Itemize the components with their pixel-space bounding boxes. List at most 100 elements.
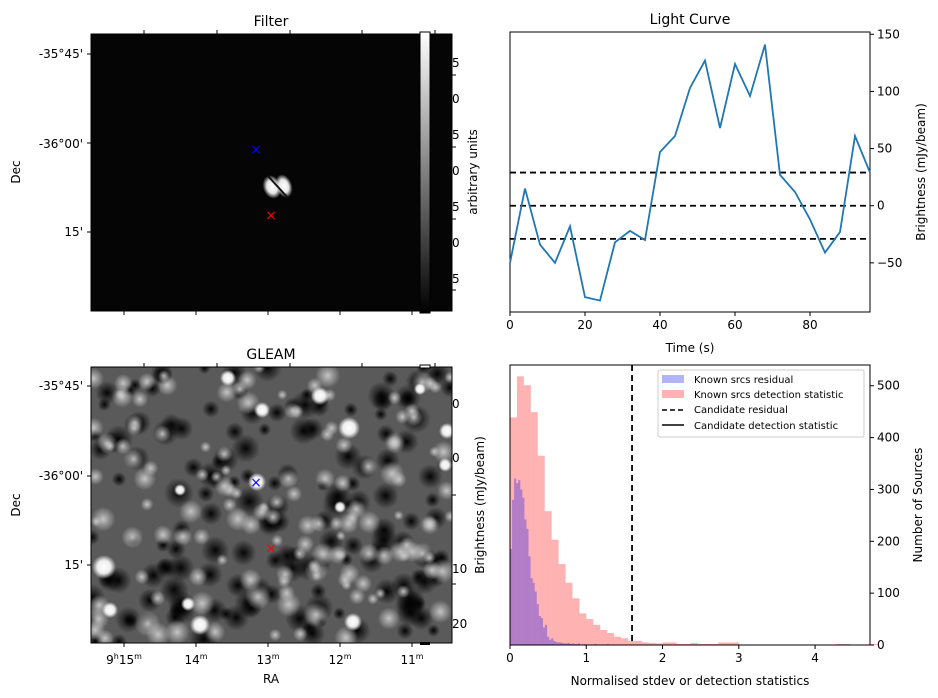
noise-blob [332, 607, 346, 620]
noise-blob [173, 527, 193, 546]
legend-label: Candidate residual [694, 405, 788, 416]
y-tick-label: 100 [877, 84, 900, 98]
detection-bar [614, 636, 622, 645]
noise-blob [354, 574, 373, 593]
noise-blob [411, 596, 427, 612]
residual-bar [514, 478, 517, 645]
noise-blob [311, 542, 335, 566]
legend-label: Known srcs residual [694, 375, 793, 386]
histogram-xlabel: Normalised stdev or detection statistics [571, 674, 810, 688]
bright-source [102, 602, 118, 618]
filter-source-gap [267, 175, 289, 199]
y-tick-label: 150 [877, 27, 900, 41]
noise-blob [138, 372, 156, 391]
noise-blob [111, 471, 127, 487]
noise-blob [426, 624, 440, 638]
noise-blob [424, 492, 441, 508]
bright-source [92, 555, 116, 579]
detection-bar [690, 642, 698, 645]
gleam-colorbar-top [419, 364, 431, 369]
x-tick-label: 40 [652, 318, 667, 332]
filter-cbar-tick: 0 [452, 236, 460, 250]
residual-bar [606, 643, 609, 645]
detection-bar [711, 643, 719, 645]
noise-blob [315, 468, 336, 489]
noise-blob [382, 370, 399, 387]
y-tick-label: −50 [877, 256, 902, 270]
noise-blob [115, 389, 126, 400]
residual-bar [549, 639, 552, 645]
gleam-cbar-tick: 10 [452, 562, 467, 576]
noise-blob [267, 403, 287, 423]
noise-blob [230, 539, 257, 566]
residual-bar [553, 640, 556, 645]
gleam-red-marker: × [265, 541, 277, 557]
filter-cbar-tick: 5 [452, 56, 460, 70]
gleam-ra-tick: 13m [256, 652, 279, 667]
noise-blob [402, 512, 421, 531]
detection-bar [655, 643, 663, 645]
noise-blob [252, 502, 272, 522]
detection-bar [870, 643, 878, 645]
noise-blob [271, 534, 284, 547]
bright-source [248, 473, 266, 491]
noise-blob [91, 468, 104, 485]
noise-blob [240, 514, 261, 535]
noise-blob [377, 607, 400, 630]
gleam-panel: GLEAM × × -35°45' -36°00' 15' Dec 9h15m … [9, 347, 487, 686]
noise-blob [121, 526, 144, 549]
noise-blob [309, 515, 327, 533]
noise-blob [216, 445, 233, 463]
noise-blob [239, 568, 262, 591]
noise-blob [293, 626, 308, 642]
noise-blob [166, 553, 195, 582]
x-tick-label: 0 [506, 651, 514, 665]
filter-cbar-tick: 0 [452, 164, 460, 178]
noise-blob [170, 416, 194, 441]
noise-blob [374, 545, 394, 566]
noise-blob [333, 474, 352, 492]
filter-cbar-tick: 0 [452, 92, 460, 106]
detection-bar [697, 643, 705, 645]
noise-blob [343, 402, 358, 417]
gleam-cbar-tick: 0 [452, 451, 460, 465]
noise-blob [189, 591, 215, 616]
noise-blob [133, 467, 157, 491]
residual-bar [575, 643, 578, 645]
detection-bar [523, 385, 531, 645]
residual-bar [569, 643, 572, 645]
bright-source [181, 597, 195, 611]
residual-bar [520, 489, 523, 645]
noise-blob [197, 485, 215, 503]
residual-bar [571, 643, 574, 645]
gleam-ylabel: Dec [9, 493, 23, 516]
noise-blob [111, 633, 128, 643]
noise-blob [123, 448, 144, 470]
noise-blob [199, 441, 212, 453]
residual-bar [534, 591, 537, 645]
noise-blob [444, 510, 452, 523]
noise-blob [348, 588, 366, 605]
noise-blob [222, 483, 238, 498]
noise-blob [114, 438, 131, 455]
light-curve-panel: Light Curve 0 20 40 60 80 −50 0 50 100 150 Time … [506, 12, 928, 355]
detection-bar [718, 642, 726, 645]
noise-blob [91, 417, 104, 438]
detection-bar [516, 376, 524, 645]
noise-blob [277, 389, 288, 401]
noise-blob [320, 427, 335, 442]
residual-bar [573, 643, 576, 645]
noise-blob [258, 423, 272, 437]
noise-blob [153, 525, 173, 545]
bright-source [344, 613, 362, 631]
filter-colorbar-label: arbitrary units [466, 129, 480, 215]
gleam-colorbar-label: Brightness (mJy/beam) [473, 436, 487, 574]
gleam-frame [90, 366, 453, 644]
gleam-dec-tick: -36°00' [39, 469, 83, 483]
noise-blob [372, 482, 399, 510]
x-tick-label: 4 [811, 651, 819, 665]
residual-bar [545, 624, 548, 645]
gleam-colorbar-bottom [420, 642, 430, 645]
filter-image [91, 34, 452, 311]
noise-blob [232, 381, 248, 397]
